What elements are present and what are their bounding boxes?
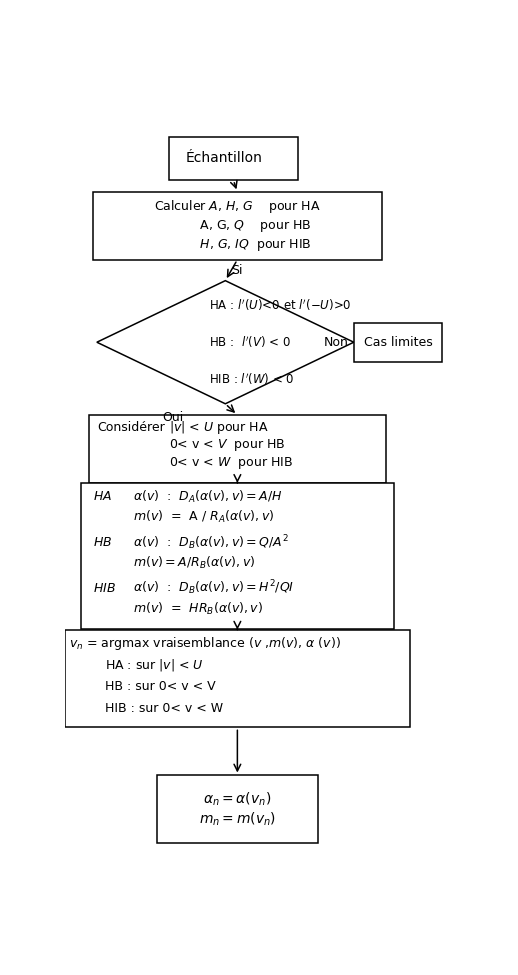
- Text: $m_n = m(v_n)$: $m_n = m(v_n)$: [199, 810, 276, 828]
- Text: Cas limites: Cas limites: [364, 335, 433, 349]
- Text: $HA$: $HA$: [93, 490, 112, 503]
- Text: HA : sur $|v|$ < $U$: HA : sur $|v|$ < $U$: [105, 657, 204, 673]
- Text: 0< v < $W$  pour HIB: 0< v < $W$ pour HIB: [169, 454, 293, 471]
- Text: HB : sur 0< v < V: HB : sur 0< v < V: [105, 681, 215, 693]
- FancyBboxPatch shape: [157, 775, 318, 843]
- FancyBboxPatch shape: [354, 323, 442, 362]
- Text: $m(v) = A/R_B(\alpha(v),v)$: $m(v) = A/R_B(\alpha(v),v)$: [133, 555, 255, 571]
- Text: Si: Si: [232, 263, 243, 277]
- Text: $|v|$ < $U$ pour HA: $|v|$ < $U$ pour HA: [169, 418, 269, 436]
- Text: HIB : sur 0< v < W: HIB : sur 0< v < W: [105, 702, 223, 715]
- Text: HA : $l'(U)$<0 et $l'(-U)$>0: HA : $l'(U)$<0 et $l'(-U)$>0: [209, 297, 352, 313]
- Text: $HIB$: $HIB$: [93, 581, 116, 595]
- FancyBboxPatch shape: [169, 136, 297, 180]
- Text: $H$, $G$, $IQ$  pour HIB: $H$, $G$, $IQ$ pour HIB: [164, 237, 311, 254]
- FancyBboxPatch shape: [65, 630, 410, 727]
- Text: HB :  $l'(V)$ < 0: HB : $l'(V)$ < 0: [209, 334, 291, 350]
- Polygon shape: [97, 281, 354, 404]
- Text: $\alpha_n = \alpha(v_n)$: $\alpha_n = \alpha(v_n)$: [203, 791, 271, 808]
- Text: $v_n$ = argmax vraisemblance ($v$ ,$m(v)$, $\alpha$ ($v$)): $v_n$ = argmax vraisemblance ($v$ ,$m(v)…: [69, 635, 341, 651]
- Text: $m(v)$  =  $HR_B(\alpha(v),v)$: $m(v)$ = $HR_B(\alpha(v),v)$: [133, 601, 263, 616]
- Text: $\alpha(v)$  :  $D_A(\alpha(v),v) = A/H$: $\alpha(v)$ : $D_A(\alpha(v),v) = A/H$: [133, 488, 282, 504]
- FancyBboxPatch shape: [81, 483, 394, 630]
- Text: $HB$: $HB$: [93, 535, 112, 549]
- Text: Calculer $A$, $H$, $G$    pour HA: Calculer $A$, $H$, $G$ pour HA: [154, 198, 321, 215]
- Text: $\alpha(v)$  :  $D_B(\alpha(v),v) = Q/A^2$: $\alpha(v)$ : $D_B(\alpha(v),v) = Q/A^2$: [133, 533, 289, 552]
- Text: Échantillon: Échantillon: [185, 151, 262, 166]
- FancyBboxPatch shape: [89, 415, 386, 483]
- Text: Considérer: Considérer: [97, 420, 165, 434]
- FancyBboxPatch shape: [93, 192, 382, 259]
- Text: $m(v)$  =  A / $R_A(\alpha(v),v)$: $m(v)$ = A / $R_A(\alpha(v),v)$: [133, 509, 275, 526]
- Text: Non: Non: [323, 335, 348, 349]
- Text: HIB : $l'(W)$ < 0: HIB : $l'(W)$ < 0: [209, 371, 295, 387]
- Text: $\alpha(v)$  :  $D_B(\alpha(v),v) = H^2/QI$: $\alpha(v)$ : $D_B(\alpha(v),v) = H^2/QI…: [133, 578, 294, 598]
- Text: Oui: Oui: [163, 410, 184, 424]
- Text: 0< v < $V$  pour HB: 0< v < $V$ pour HB: [169, 437, 285, 453]
- Text: A, G, $Q$    pour HB: A, G, $Q$ pour HB: [164, 217, 311, 234]
